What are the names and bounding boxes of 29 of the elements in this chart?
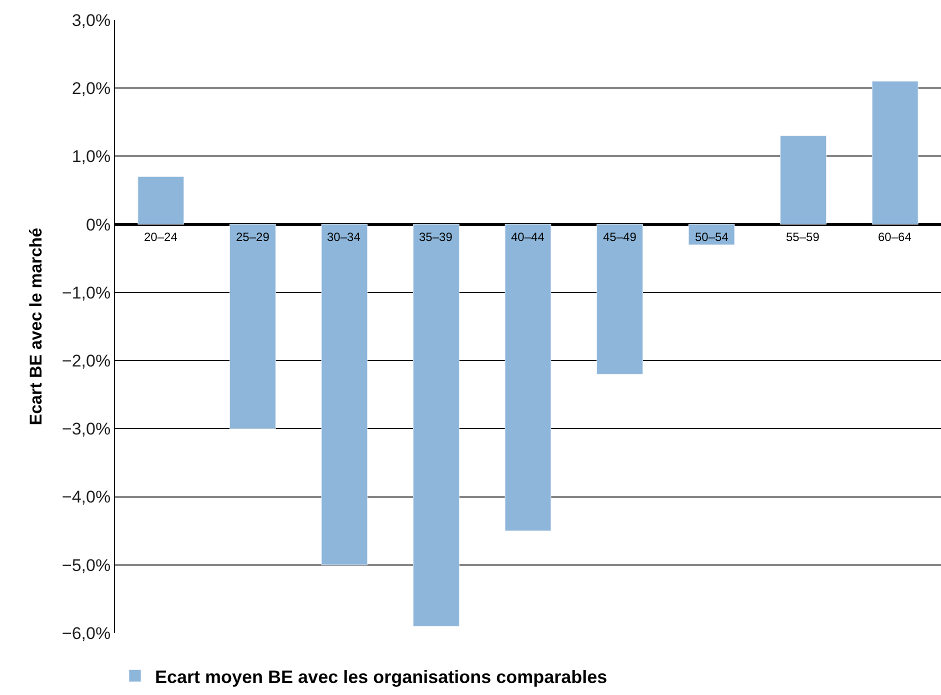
bar — [780, 136, 827, 225]
y-tick-label: −5,0% — [62, 556, 111, 575]
y-tick-label: −4,0% — [62, 488, 111, 507]
y-tick-label: −1,0% — [62, 283, 111, 302]
x-tick-label: 20–24 — [144, 230, 178, 244]
x-tick-label: 60–64 — [878, 230, 912, 244]
y-tick-label: 1,0% — [72, 147, 111, 166]
x-tick-label: 25–29 — [236, 230, 270, 244]
x-tick-label: 55–59 — [786, 230, 820, 244]
bar — [872, 81, 918, 225]
y-tick-label: −3,0% — [62, 420, 111, 439]
x-tick-label: 45–49 — [603, 230, 637, 244]
y-tick-label: −6,0% — [62, 624, 111, 643]
bar — [321, 224, 368, 566]
x-tick-label: 30–34 — [327, 230, 361, 244]
bar — [596, 224, 643, 374]
y-tick-label: 3,0% — [72, 10, 111, 30]
x-tick-label: 50–54 — [695, 230, 729, 244]
y-tick-label: −2,0% — [62, 352, 111, 371]
bar — [229, 224, 276, 429]
x-tick-label: 40–44 — [511, 230, 545, 244]
y-tick-label: 2,0% — [72, 79, 111, 98]
bar — [504, 224, 552, 532]
bar — [138, 176, 184, 225]
x-tick-label: 35–39 — [419, 230, 453, 244]
y-axis-title: Ecart BE avec le marché — [26, 228, 46, 426]
y-tick-label: 0% — [86, 215, 111, 234]
legend-label: Ecart moyen BE avec les organisations comparables — [155, 666, 608, 687]
bar — [413, 224, 460, 626]
